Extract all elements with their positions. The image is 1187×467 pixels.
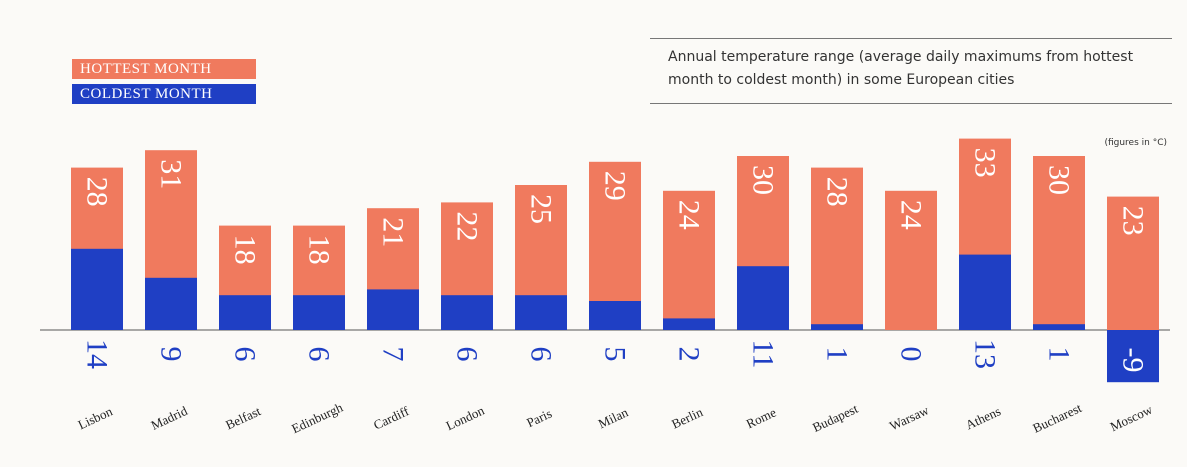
coldest-value-label: 11 — [747, 340, 780, 369]
city-label: Athens — [963, 403, 1003, 432]
city-label: Cardiff — [371, 403, 412, 433]
hottest-value-label: 23 — [1117, 206, 1150, 236]
hottest-bar — [1107, 196, 1159, 330]
hottest-value-label: 18 — [303, 235, 336, 265]
coldest-bar — [71, 248, 123, 330]
coldest-value-label: 13 — [969, 339, 1002, 369]
city-label: Milan — [596, 404, 631, 431]
coldest-bar — [293, 295, 345, 330]
hottest-bar — [811, 167, 863, 330]
city-label: Rome — [744, 404, 779, 431]
legend-hottest: HOTTEST MONTH — [72, 59, 256, 79]
coldest-bar — [589, 301, 641, 330]
coldest-bar — [145, 277, 197, 330]
hottest-value-label: 28 — [821, 177, 854, 207]
hottest-value-label: 28 — [81, 177, 114, 207]
hottest-value-label: 29 — [599, 171, 632, 201]
city-label: Berlin — [669, 404, 705, 432]
coldest-bar — [737, 266, 789, 330]
city-label: London — [444, 402, 487, 433]
coldest-bar — [1033, 324, 1085, 330]
city-label: Moscow — [1108, 401, 1155, 434]
coldest-value-label: 6 — [229, 347, 262, 362]
city-label: Warsaw — [887, 402, 932, 433]
city-label: Budapest — [810, 401, 861, 435]
city-label: Lisbon — [76, 403, 116, 432]
coldest-value-label: 6 — [303, 347, 336, 362]
coldest-value-label: 7 — [377, 347, 410, 362]
units-label: (figures in °C) — [1104, 138, 1167, 148]
coldest-bar — [515, 295, 567, 330]
chart-title: Annual temperature range (average daily … — [668, 49, 1134, 88]
hottest-value-label: 18 — [229, 235, 262, 265]
coldest-bar — [811, 324, 863, 330]
coldest-value-label: -9 — [1117, 348, 1150, 373]
coldest-value-label: 9 — [155, 347, 188, 362]
coldest-value-label: 0 — [895, 347, 928, 362]
hottest-bar — [885, 190, 937, 330]
city-label: Belfast — [223, 403, 263, 432]
coldest-bar — [441, 295, 493, 330]
hottest-value-label: 31 — [155, 159, 188, 189]
coldest-value-label: 6 — [525, 347, 558, 362]
legend-coldest: COLDEST MONTH — [72, 84, 256, 104]
legend-hottest-label: HOTTEST MONTH — [80, 60, 212, 77]
city-label: Madrid — [149, 403, 190, 433]
city-label: Paris — [524, 406, 554, 431]
hottest-bar — [663, 190, 715, 330]
coldest-bar — [959, 254, 1011, 330]
coldest-bar — [219, 295, 271, 330]
coldest-value-label: 6 — [451, 347, 484, 362]
hottest-value-label: 30 — [747, 165, 780, 195]
coldest-bar — [367, 289, 419, 330]
hottest-value-label: 25 — [525, 194, 558, 224]
coldest-bar — [663, 318, 715, 330]
hottest-value-label: 33 — [969, 148, 1002, 178]
hottest-value-label: 24 — [895, 200, 928, 230]
coldest-value-label: 1 — [1043, 347, 1076, 362]
city-label: Bucharest — [1030, 400, 1084, 436]
hottest-value-label: 30 — [1043, 165, 1076, 195]
hottest-value-label: 22 — [451, 211, 484, 241]
city-label: Edinburgh — [289, 399, 345, 436]
coldest-value-label: 2 — [673, 347, 706, 362]
coldest-value-label: 14 — [81, 339, 114, 369]
hottest-bar — [1033, 156, 1085, 330]
hottest-value-label: 24 — [673, 200, 706, 230]
hottest-value-label: 21 — [377, 217, 410, 247]
title-rule-bottom — [650, 103, 1172, 104]
coldest-value-label: 1 — [821, 347, 854, 362]
title-rule-top — [650, 38, 1172, 39]
coldest-bar — [1107, 330, 1159, 383]
legend-coldest-label: COLDEST MONTH — [80, 85, 213, 102]
coldest-value-label: 5 — [599, 347, 632, 362]
